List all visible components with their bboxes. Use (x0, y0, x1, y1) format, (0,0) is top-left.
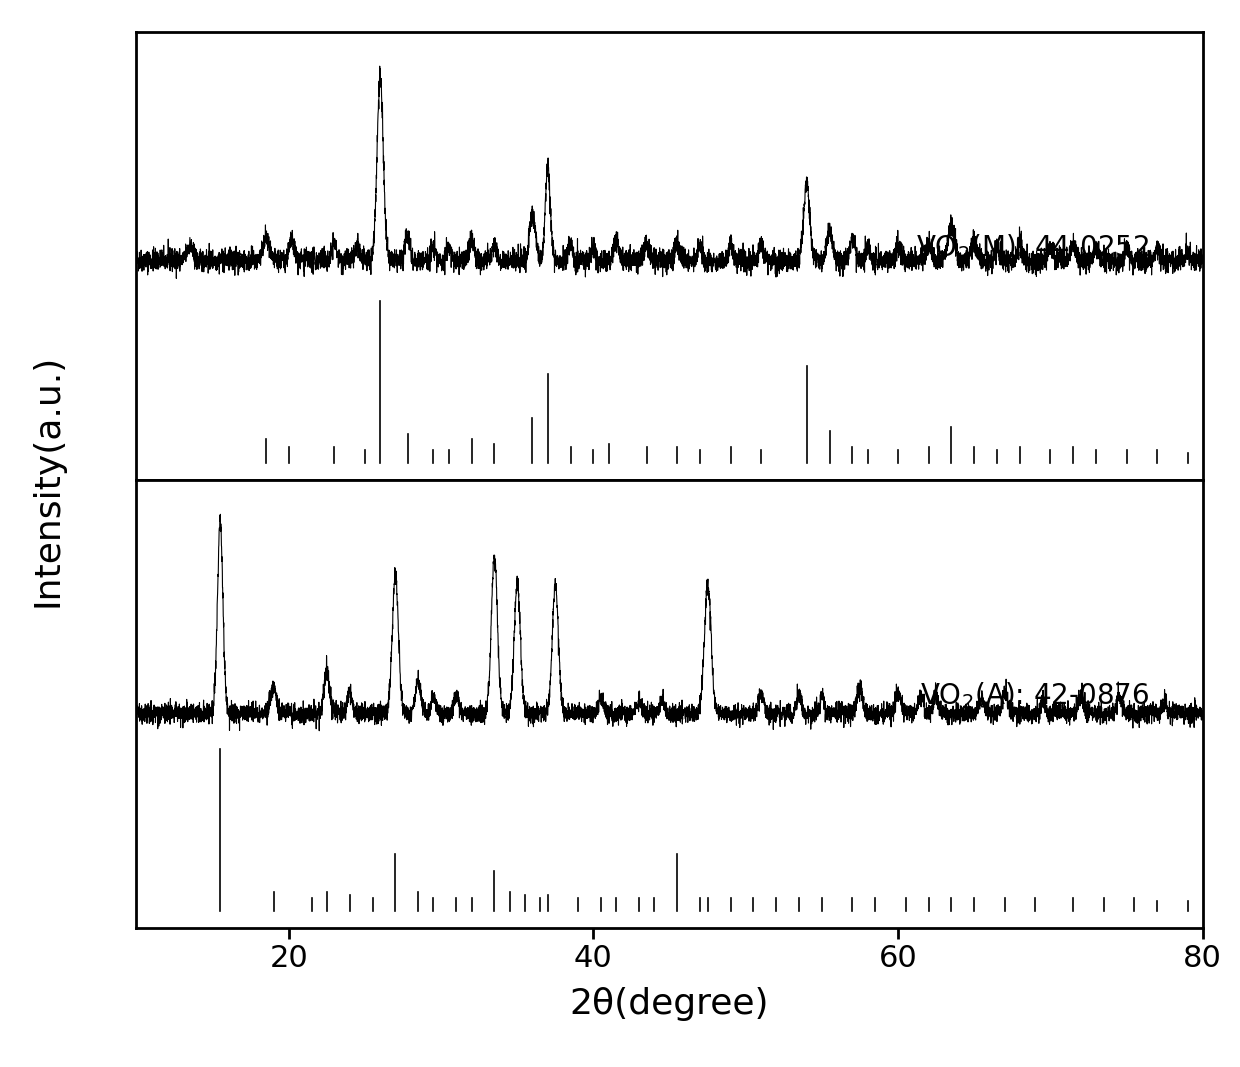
Text: VO$_2$(M): 44-0252: VO$_2$(M): 44-0252 (916, 232, 1149, 262)
X-axis label: 2θ(degree): 2θ(degree) (570, 987, 769, 1021)
Text: Intensity(a.u.): Intensity(a.u.) (31, 353, 64, 607)
Text: VO$_2$(A): 42-0876: VO$_2$(A): 42-0876 (920, 680, 1149, 711)
